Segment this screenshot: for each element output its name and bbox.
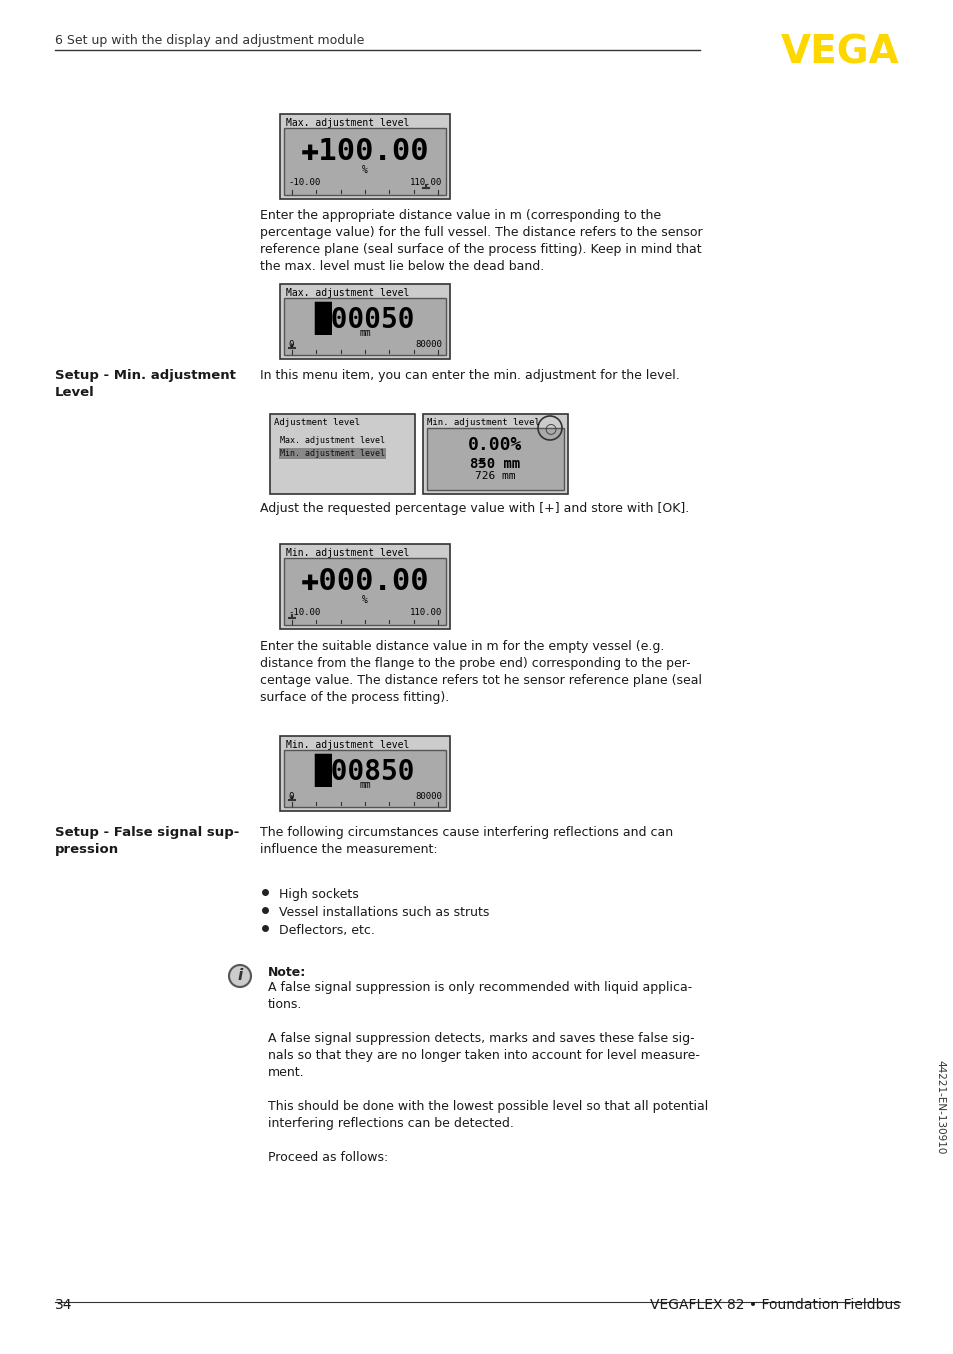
Text: -10.00: -10.00 xyxy=(288,608,320,617)
Text: 110.00: 110.00 xyxy=(410,179,441,187)
Text: Adjustment level: Adjustment level xyxy=(274,418,359,427)
Bar xyxy=(284,750,446,807)
Text: =: = xyxy=(477,455,485,468)
Text: 6 Set up with the display and adjustment module: 6 Set up with the display and adjustment… xyxy=(55,34,364,47)
Text: i: i xyxy=(237,968,242,983)
Text: 34: 34 xyxy=(55,1298,72,1312)
Text: Vessel installations such as struts: Vessel installations such as struts xyxy=(278,906,489,919)
Text: Setup - False signal sup-
pression: Setup - False signal sup- pression xyxy=(55,826,239,856)
Text: Min. adjustment level: Min. adjustment level xyxy=(427,418,539,427)
Bar xyxy=(284,558,446,626)
Text: Max. adjustment level: Max. adjustment level xyxy=(286,118,409,129)
Text: ✚000.00: ✚000.00 xyxy=(300,567,429,596)
Text: -10.00: -10.00 xyxy=(288,179,320,187)
Bar xyxy=(280,284,450,359)
Text: 0: 0 xyxy=(288,340,294,349)
Text: Deflectors, etc.: Deflectors, etc. xyxy=(278,923,375,937)
Text: Enter the appropriate distance value in m (corresponding to the
percentage value: Enter the appropriate distance value in … xyxy=(260,209,702,274)
Text: mm: mm xyxy=(358,328,371,338)
Text: 80000: 80000 xyxy=(415,792,441,802)
Text: In this menu item, you can enter the min. adjustment for the level.: In this menu item, you can enter the min… xyxy=(260,370,679,382)
Text: ○: ○ xyxy=(543,421,556,435)
Text: 0: 0 xyxy=(288,792,294,802)
Text: Min. adjustment level: Min. adjustment level xyxy=(286,741,409,750)
Text: 0.00%: 0.00% xyxy=(468,436,522,455)
Bar xyxy=(284,129,446,195)
Text: A false signal suppression is only recommended with liquid applica-
tions.

A fa: A false signal suppression is only recom… xyxy=(268,982,707,1164)
Text: Enter the suitable distance value in m for the empty vessel (e.g.
distance from : Enter the suitable distance value in m f… xyxy=(260,640,701,704)
Text: Note:: Note: xyxy=(268,965,306,979)
Text: VEGA: VEGA xyxy=(781,34,899,72)
Text: Min. adjustment level: Min. adjustment level xyxy=(280,450,385,458)
Text: 44221-EN-130910: 44221-EN-130910 xyxy=(934,1060,944,1154)
Bar xyxy=(280,114,450,199)
Text: The following circumstances cause interfering reflections and can
influence the : The following circumstances cause interf… xyxy=(260,826,673,856)
Text: Adjust the requested percentage value with [+] and store with [OK].: Adjust the requested percentage value wi… xyxy=(260,502,688,515)
Bar xyxy=(284,298,446,355)
Text: 110.00: 110.00 xyxy=(410,608,441,617)
Bar xyxy=(427,428,563,490)
Bar xyxy=(280,737,450,811)
Bar xyxy=(422,414,567,494)
Text: mm: mm xyxy=(358,780,371,791)
Circle shape xyxy=(229,965,251,987)
Text: 80000: 80000 xyxy=(415,340,441,349)
Text: %: % xyxy=(362,165,368,175)
Text: High sockets: High sockets xyxy=(278,888,358,900)
Text: 726 mm: 726 mm xyxy=(475,471,516,481)
Text: %: % xyxy=(362,594,368,604)
Text: Min. adjustment level: Min. adjustment level xyxy=(286,548,409,558)
Bar xyxy=(280,544,450,630)
Text: Max. adjustment level: Max. adjustment level xyxy=(286,288,409,298)
Text: Max. adjustment level: Max. adjustment level xyxy=(280,436,385,445)
Text: ✚100.00: ✚100.00 xyxy=(300,137,429,167)
Text: Setup - Min. adjustment
Level: Setup - Min. adjustment Level xyxy=(55,370,235,399)
Text: VEGAFLEX 82 • Foundation Fieldbus: VEGAFLEX 82 • Foundation Fieldbus xyxy=(649,1298,899,1312)
Text: █00050: █00050 xyxy=(314,302,415,334)
Text: 850 mm: 850 mm xyxy=(470,456,520,471)
Bar xyxy=(270,414,415,494)
Text: █00850: █00850 xyxy=(314,753,415,787)
